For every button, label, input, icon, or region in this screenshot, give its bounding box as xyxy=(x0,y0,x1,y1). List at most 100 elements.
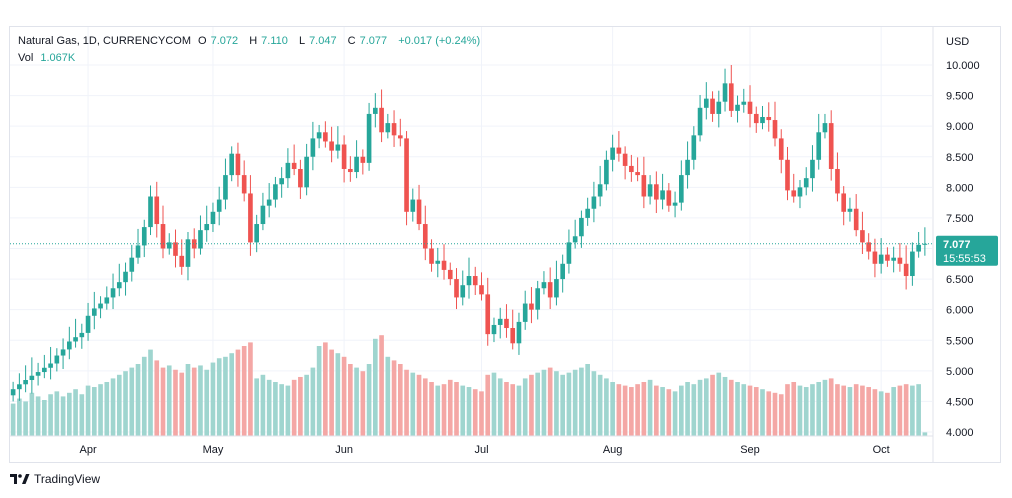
volume-bar xyxy=(604,378,609,436)
candle-body xyxy=(647,184,653,197)
volume-bar xyxy=(616,384,622,436)
candle-body xyxy=(922,243,928,245)
volume-bar xyxy=(485,374,491,436)
candle-body xyxy=(810,159,815,179)
candle-body xyxy=(872,251,878,264)
candle-body xyxy=(335,144,341,151)
volume-bar xyxy=(847,387,853,436)
candle-body xyxy=(822,123,828,133)
volume-bar xyxy=(329,349,334,436)
candle-body xyxy=(835,168,840,194)
volume-bar xyxy=(735,382,740,436)
volume-bar xyxy=(760,389,765,436)
candle-body xyxy=(560,263,565,280)
candle-body xyxy=(891,257,896,261)
candle-body xyxy=(504,318,509,329)
volume-bar xyxy=(885,392,890,436)
y-tick-label: 8.500 xyxy=(946,152,974,164)
volume-bar xyxy=(785,384,790,436)
candle-body xyxy=(123,271,128,283)
volume-bar xyxy=(335,353,341,436)
candle-body xyxy=(916,244,921,252)
brand-footer[interactable]: TradingView xyxy=(10,472,100,486)
x-tick-label: Oct xyxy=(873,444,890,456)
volume-bar xyxy=(185,364,191,436)
x-tick-label: Sep xyxy=(740,444,760,456)
candle-body xyxy=(572,236,578,243)
volume-bar xyxy=(835,384,840,436)
volume-bar xyxy=(522,378,528,436)
volume-label[interactable]: Vol xyxy=(18,52,34,64)
candle-body xyxy=(404,138,409,212)
low-value: L 7.047 xyxy=(299,35,341,47)
candle-body xyxy=(491,324,497,335)
volume-bar xyxy=(647,379,653,436)
volume-bar xyxy=(691,384,697,436)
volume-bar xyxy=(229,353,235,436)
volume-bar xyxy=(572,369,578,436)
candle-body xyxy=(479,285,484,295)
candle-body xyxy=(460,285,466,298)
volume-bar xyxy=(610,382,615,436)
high-value: H 7.110 xyxy=(249,35,292,47)
candle-body xyxy=(173,242,178,256)
candle-body xyxy=(416,199,422,225)
symbol-name[interactable]: Natural Gas, 1D, CURRENCYCOM xyxy=(18,35,191,47)
candle-body xyxy=(466,276,472,286)
volume-bar xyxy=(860,385,865,436)
volume-bar xyxy=(135,364,141,436)
candle-body xyxy=(522,303,528,322)
volume-bar xyxy=(291,379,297,436)
volume-bar xyxy=(123,371,128,436)
volume-bar xyxy=(660,387,665,436)
volume-bar xyxy=(703,378,709,436)
candle-body xyxy=(366,113,372,163)
volume-bar xyxy=(797,385,803,436)
volume-bar xyxy=(316,346,322,436)
volume-bar xyxy=(554,371,559,436)
volume-bar xyxy=(410,372,416,436)
candle-body xyxy=(679,175,684,203)
volume-bar xyxy=(597,374,603,436)
candle-body xyxy=(616,147,622,154)
currency-label: USD xyxy=(946,36,969,48)
candle-body xyxy=(341,144,347,169)
candle-body xyxy=(828,123,834,169)
candle-body xyxy=(91,308,97,316)
volume-bar xyxy=(635,384,640,436)
candle-body xyxy=(485,294,491,335)
candle-body xyxy=(635,172,640,176)
volume-bar xyxy=(866,387,871,436)
volume-bar xyxy=(447,379,453,436)
volume-bar xyxy=(42,400,47,436)
candle-body xyxy=(260,205,266,225)
volume-bar xyxy=(547,367,553,436)
candle-body xyxy=(148,196,153,228)
volume-bar xyxy=(566,372,572,436)
volume-bar xyxy=(728,379,734,436)
volume-bar xyxy=(510,384,516,436)
candle-body xyxy=(529,303,534,310)
candle-body xyxy=(641,175,647,197)
candle-body xyxy=(672,202,678,206)
y-tick-label: 10.000 xyxy=(946,60,980,72)
candle-body xyxy=(510,328,516,344)
volume-bar xyxy=(404,369,409,436)
volume-bar xyxy=(67,392,72,436)
volume-bar xyxy=(803,387,809,436)
candle-body xyxy=(903,263,909,277)
volume-bar xyxy=(91,387,97,436)
candle-body xyxy=(772,120,778,139)
candle-body xyxy=(422,224,428,249)
volume-bar xyxy=(35,396,41,436)
volume-bar xyxy=(841,385,847,436)
candle-body xyxy=(291,162,297,169)
brand-name: TradingView xyxy=(34,472,101,486)
volume-bar xyxy=(160,367,166,436)
chart-frame xyxy=(9,26,1001,463)
candle-body xyxy=(17,384,22,390)
candle-body xyxy=(98,303,103,309)
candle-body xyxy=(841,193,847,212)
candle-body xyxy=(385,123,391,133)
